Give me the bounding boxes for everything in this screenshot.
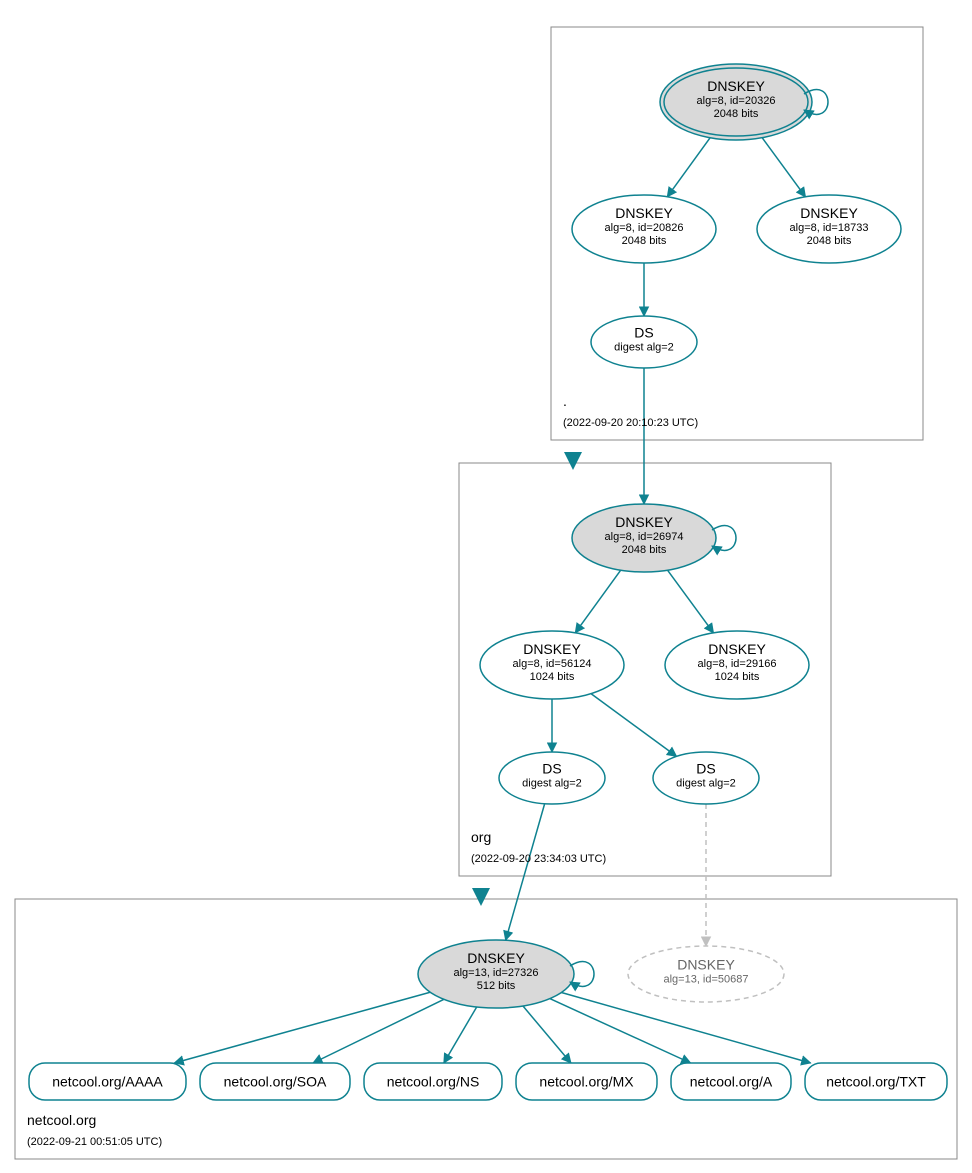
- node-org-ds1: DSdigest alg=2: [499, 752, 605, 804]
- edge: [668, 570, 714, 633]
- svg-text:digest alg=2: digest alg=2: [676, 778, 736, 790]
- zone-box-netcool: [15, 899, 957, 1159]
- edge: [575, 570, 620, 633]
- edge: [760, 134, 806, 197]
- svg-text:alg=13, id=50687: alg=13, id=50687: [663, 974, 748, 986]
- svg-text:2048 bits: 2048 bits: [807, 235, 852, 247]
- svg-text:1024 bits: 1024 bits: [715, 671, 760, 683]
- svg-text:DS: DS: [696, 761, 715, 777]
- edge: [506, 804, 545, 941]
- svg-text:alg=8, id=20826: alg=8, id=20826: [605, 222, 684, 234]
- node-nc-ksk: DNSKEYalg=13, id=27326512 bits: [418, 940, 594, 1008]
- node-root-ksk: DNSKEYalg=8, id=203262048 bits: [660, 64, 828, 140]
- svg-text:2048 bits: 2048 bits: [622, 544, 667, 556]
- zone-transition-arrow: [472, 888, 490, 906]
- svg-text:digest alg=2: digest alg=2: [614, 342, 674, 354]
- edge: [523, 1006, 571, 1063]
- svg-text:1024 bits: 1024 bits: [530, 671, 575, 683]
- svg-text:DNSKEY: DNSKEY: [800, 205, 858, 221]
- node-rr-txt: netcool.org/TXT: [805, 1063, 947, 1100]
- svg-text:alg=13, id=27326: alg=13, id=27326: [453, 967, 538, 979]
- zone-timestamp-org: (2022-09-20 23:34:03 UTC): [471, 853, 606, 865]
- svg-text:alg=8, id=26974: alg=8, id=26974: [605, 531, 684, 543]
- svg-text:netcool.org/TXT: netcool.org/TXT: [826, 1074, 926, 1090]
- svg-text:DNSKEY: DNSKEY: [677, 957, 735, 973]
- dnssec-diagram: DNSKEYalg=8, id=203262048 bitsDNSKEYalg=…: [0, 0, 972, 1173]
- node-rr-aaaa: netcool.org/AAAA: [29, 1063, 186, 1100]
- svg-text:DNSKEY: DNSKEY: [467, 950, 525, 966]
- node-nc-grey: DNSKEYalg=13, id=50687: [628, 946, 784, 1002]
- zone-timestamp-root: (2022-09-20 20:10:23 UTC): [563, 417, 698, 429]
- svg-text:netcool.org/NS: netcool.org/NS: [387, 1074, 480, 1090]
- node-rr-a: netcool.org/A: [671, 1063, 791, 1100]
- svg-text:DNSKEY: DNSKEY: [708, 641, 766, 657]
- node-root-ds: DSdigest alg=2: [591, 316, 697, 368]
- zone-label-org: org: [471, 829, 491, 845]
- svg-text:DS: DS: [542, 761, 561, 777]
- svg-text:netcool.org/SOA: netcool.org/SOA: [224, 1074, 327, 1090]
- edge: [313, 999, 444, 1063]
- zone-timestamp-netcool: (2022-09-21 00:51:05 UTC): [27, 1136, 162, 1148]
- edge: [550, 999, 691, 1063]
- svg-text:alg=8, id=18733: alg=8, id=18733: [790, 222, 869, 234]
- svg-text:DNSKEY: DNSKEY: [707, 78, 765, 94]
- edge: [444, 1007, 477, 1063]
- svg-text:netcool.org/MX: netcool.org/MX: [539, 1074, 634, 1090]
- node-rr-mx: netcool.org/MX: [516, 1063, 657, 1100]
- zone-label-netcool: netcool.org: [27, 1112, 96, 1128]
- edge: [591, 694, 677, 757]
- svg-text:512 bits: 512 bits: [477, 980, 516, 992]
- node-org-ds2: DSdigest alg=2: [653, 752, 759, 804]
- node-root-zsk2: DNSKEYalg=8, id=187332048 bits: [757, 195, 901, 263]
- node-rr-ns: netcool.org/NS: [364, 1063, 502, 1100]
- node-root-zsk1: DNSKEYalg=8, id=208262048 bits: [572, 195, 716, 263]
- svg-text:digest alg=2: digest alg=2: [522, 778, 582, 790]
- edge: [667, 134, 712, 197]
- svg-text:2048 bits: 2048 bits: [714, 108, 759, 120]
- node-rr-soa: netcool.org/SOA: [200, 1063, 350, 1100]
- svg-text:alg=8, id=29166: alg=8, id=29166: [698, 658, 777, 670]
- node-org-zsk2: DNSKEYalg=8, id=291661024 bits: [665, 631, 809, 699]
- svg-text:2048 bits: 2048 bits: [622, 235, 667, 247]
- svg-text:alg=8, id=56124: alg=8, id=56124: [513, 658, 592, 670]
- svg-text:DNSKEY: DNSKEY: [615, 514, 673, 530]
- svg-text:alg=8, id=20326: alg=8, id=20326: [697, 95, 776, 107]
- svg-text:netcool.org/A: netcool.org/A: [690, 1074, 773, 1090]
- svg-text:DNSKEY: DNSKEY: [615, 205, 673, 221]
- svg-text:DNSKEY: DNSKEY: [523, 641, 581, 657]
- edge: [561, 993, 810, 1063]
- node-org-zsk1: DNSKEYalg=8, id=561241024 bits: [480, 631, 624, 699]
- zone-transition-arrow: [564, 452, 582, 470]
- node-org-ksk: DNSKEYalg=8, id=269742048 bits: [572, 504, 736, 572]
- edge: [174, 992, 430, 1063]
- zone-label-root: .: [563, 393, 567, 409]
- svg-text:DS: DS: [634, 325, 653, 341]
- svg-text:netcool.org/AAAA: netcool.org/AAAA: [52, 1074, 163, 1090]
